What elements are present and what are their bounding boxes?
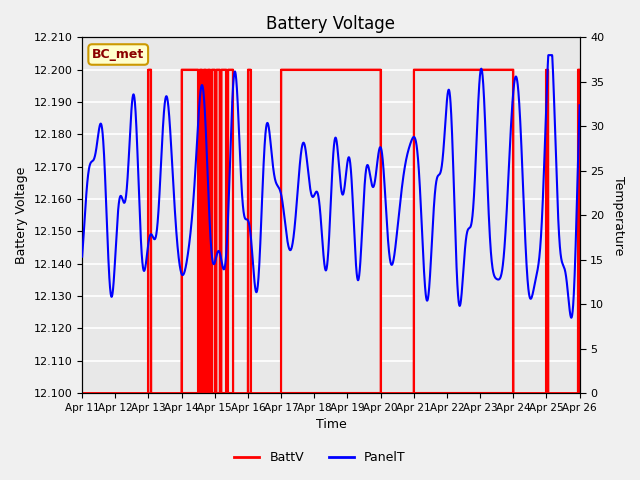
Y-axis label: Temperature: Temperature [612,176,625,255]
Text: BC_met: BC_met [92,48,145,61]
Bar [212,70,215,393]
Bar [547,70,548,393]
Bar [248,70,251,393]
Bar [208,70,210,393]
Bar [200,70,202,393]
Title: Battery Voltage: Battery Voltage [266,15,396,33]
Bar [281,70,381,393]
Bar [578,70,580,393]
Y-axis label: Battery Voltage: Battery Voltage [15,167,28,264]
Bar [182,70,198,393]
Bar [148,70,151,393]
Legend: BattV, PanelT: BattV, PanelT [229,446,411,469]
Bar [414,70,513,393]
Bar [204,70,206,393]
Bar [221,70,227,393]
Bar [228,70,233,393]
Bar [216,70,220,393]
X-axis label: Time: Time [316,419,346,432]
